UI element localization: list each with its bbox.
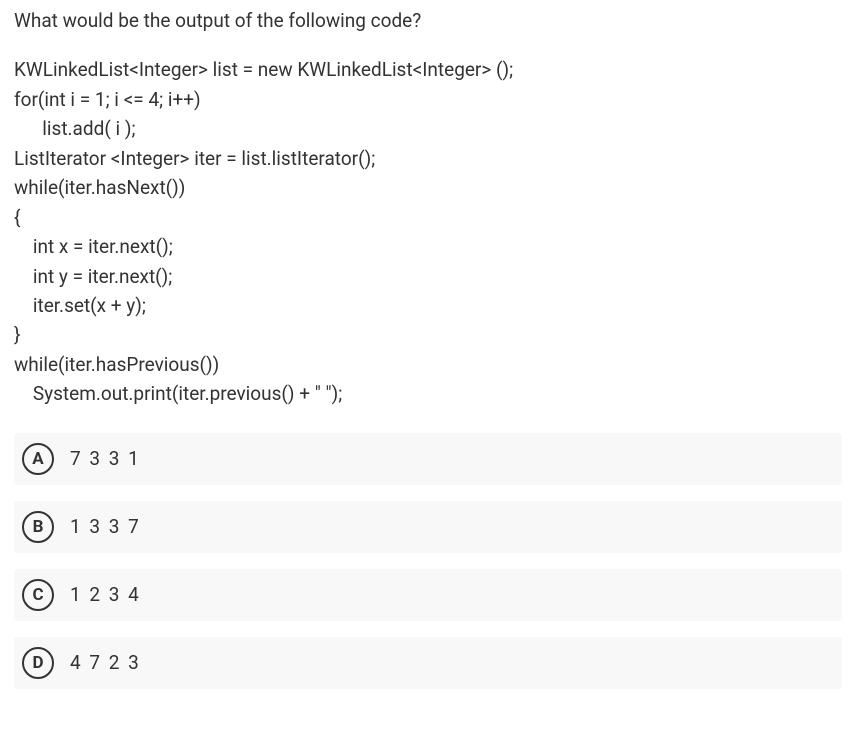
option-c[interactable]: C 1 2 3 4	[14, 569, 842, 621]
option-text-d: 4 7 2 3	[70, 648, 141, 677]
option-letter-a: A	[22, 443, 54, 475]
option-d[interactable]: D 4 7 2 3	[14, 637, 842, 689]
code-block: KWLinkedList<Integer> list = new KWLinke…	[14, 55, 842, 408]
option-letter-d: D	[22, 647, 54, 679]
option-letter-c: C	[22, 579, 54, 611]
option-text-c: 1 2 3 4	[70, 580, 141, 609]
option-a[interactable]: A 7 3 3 1	[14, 433, 842, 485]
option-letter-b: B	[22, 511, 54, 543]
option-text-a: 7 3 3 1	[70, 444, 141, 473]
question-text: What would be the output of the followin…	[14, 6, 842, 35]
options-list: A 7 3 3 1 B 1 3 3 7 C 1 2 3 4 D 4 7 2 3	[14, 433, 842, 689]
option-b[interactable]: B 1 3 3 7	[14, 501, 842, 553]
option-text-b: 1 3 3 7	[70, 512, 141, 541]
